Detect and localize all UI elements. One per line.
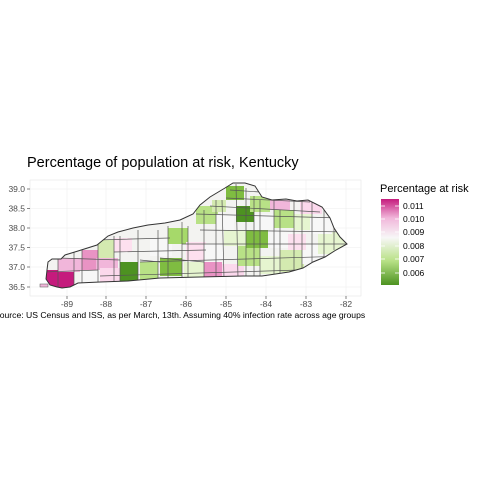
county xyxy=(204,262,222,278)
county xyxy=(184,262,204,278)
county xyxy=(270,200,290,210)
legend-labels: 0.011 0.010 0.009 0.008 0.007 0.006 xyxy=(403,201,425,278)
county xyxy=(46,270,74,288)
legend-label: 0.008 xyxy=(403,241,425,251)
legend-label: 0.007 xyxy=(403,254,425,264)
county xyxy=(216,214,234,230)
y-tick-label: 37.5 xyxy=(8,243,25,253)
x-tick-label: -89 xyxy=(61,299,74,309)
county-exclave xyxy=(39,283,49,288)
county xyxy=(58,258,82,272)
map-title: Percentage of population at risk, Kentuc… xyxy=(27,155,299,171)
county xyxy=(120,262,138,282)
y-tick-label: 38.5 xyxy=(8,204,25,214)
county xyxy=(160,258,182,276)
county xyxy=(226,186,244,200)
legend-label: 0.011 xyxy=(403,201,424,211)
x-tick-label: -82 xyxy=(340,299,353,309)
county xyxy=(254,214,274,232)
y-tick-label: 36.5 xyxy=(8,282,25,292)
x-tick-label: -85 xyxy=(220,299,233,309)
x-tick-label: -87 xyxy=(140,299,153,309)
county xyxy=(294,214,312,230)
state-outline xyxy=(45,182,348,289)
county xyxy=(274,210,294,228)
county xyxy=(270,230,292,248)
legend-label: 0.006 xyxy=(403,268,425,278)
county xyxy=(114,238,132,252)
axis-ticks xyxy=(27,188,347,299)
legend-ticks xyxy=(381,205,399,274)
legend-label: 0.010 xyxy=(403,214,425,224)
county xyxy=(310,218,332,234)
y-axis-labels: 39.0 38.5 38.0 37.5 37.0 36.5 xyxy=(8,184,25,292)
county-borders xyxy=(46,183,347,288)
county xyxy=(168,228,188,244)
y-tick-label: 39.0 xyxy=(8,184,25,194)
county xyxy=(150,238,172,256)
legend-title: Percentage at risk xyxy=(380,183,469,195)
x-tick-label: -86 xyxy=(180,299,193,309)
county xyxy=(80,270,100,285)
x-tick-label: -83 xyxy=(300,299,313,309)
county xyxy=(236,206,254,222)
county xyxy=(98,240,114,260)
y-tick-label: 37.0 xyxy=(8,262,25,272)
county xyxy=(140,262,158,280)
county xyxy=(288,234,306,250)
y-tick-label: 38.0 xyxy=(8,223,25,233)
legend-label: 0.009 xyxy=(403,227,425,237)
county xyxy=(238,246,260,266)
x-tick-label: -88 xyxy=(100,299,113,309)
county xyxy=(246,230,268,248)
caption: Source: US Census and ISS, as per March,… xyxy=(0,310,366,320)
x-axis-labels: -89 -88 -87 -86 -85 -84 -83 -82 xyxy=(61,299,353,309)
x-tick-label: -84 xyxy=(260,299,273,309)
county xyxy=(224,230,246,246)
county xyxy=(186,242,206,260)
legend-colorbar xyxy=(381,199,399,285)
county xyxy=(260,256,280,274)
county xyxy=(280,250,304,272)
county xyxy=(204,244,224,262)
county xyxy=(82,250,100,272)
county xyxy=(222,264,244,278)
